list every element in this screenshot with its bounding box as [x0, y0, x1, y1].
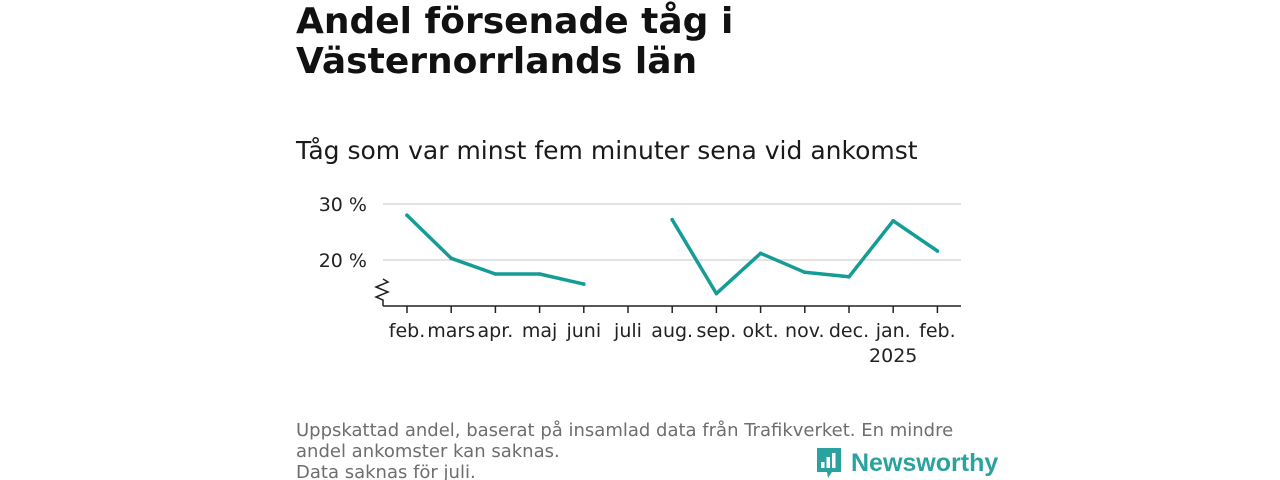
x-tick-label: okt.: [743, 320, 779, 342]
data-point: [714, 291, 719, 296]
series-layer: [405, 213, 940, 296]
gridlines: [383, 203, 961, 261]
series-line-segment: [670, 217, 940, 296]
data-point: [891, 219, 895, 223]
x-tick-label: feb.: [919, 320, 955, 342]
chart-footnote: Uppskattad andel, baserat på insamlad da…: [296, 420, 986, 480]
footnote-missing: Data saknas för juli.: [296, 462, 476, 480]
data-point: [847, 275, 851, 279]
x-tick-label: sep.: [697, 320, 737, 342]
brand-name: Newsworthy: [851, 448, 999, 477]
data-point: [537, 272, 542, 276]
data-point: [670, 217, 674, 222]
data-point: [935, 249, 940, 253]
x-tick-label: dec.: [829, 320, 869, 342]
x-tick-label: feb.: [389, 320, 425, 342]
x-tick-label: aug.: [651, 320, 693, 342]
y-axis: 20 % 30 %: [319, 194, 367, 272]
x-tick-label: juli: [613, 320, 642, 342]
data-point: [449, 256, 454, 261]
line-chart: 20 %30 % feb. mars apr. maj juni juli aug. sep.…: [319, 194, 961, 367]
chart-subtitle: Tåg som var minst fem minuter sena vid a…: [296, 136, 918, 165]
x-tick-label: jan.: [875, 320, 911, 342]
footnote-source: Uppskattad andel, baserat på insamlad da…: [296, 420, 954, 462]
y-tick-label: 20 %: [319, 250, 367, 272]
x-tick-label: mars: [427, 320, 475, 342]
newsworthy-logo-icon: [817, 448, 841, 478]
x-tick-labels: feb. mars apr. maj juni juli aug. sep. okt. nov. d…: [389, 320, 956, 367]
data-point: [803, 270, 807, 275]
brand-logo: Newsworthy: [815, 446, 998, 480]
x-tick-label: juni: [565, 320, 601, 342]
x-tick-label: nov.: [785, 320, 824, 342]
data-point: [405, 213, 409, 217]
chart-title: Andel försenade tåg i Västernorrlands lä…: [296, 1, 734, 82]
x-tick-label: apr.: [477, 320, 513, 342]
x-tick-sublabel: 2025: [869, 345, 917, 367]
x-axis: [374, 278, 961, 313]
y-tick-label: 30 %: [319, 194, 367, 216]
data-point: [758, 251, 763, 256]
axis-break-icon: [374, 278, 390, 306]
data-point: [493, 272, 498, 276]
data-point: [582, 282, 586, 286]
x-tick-label: maj: [522, 320, 557, 342]
